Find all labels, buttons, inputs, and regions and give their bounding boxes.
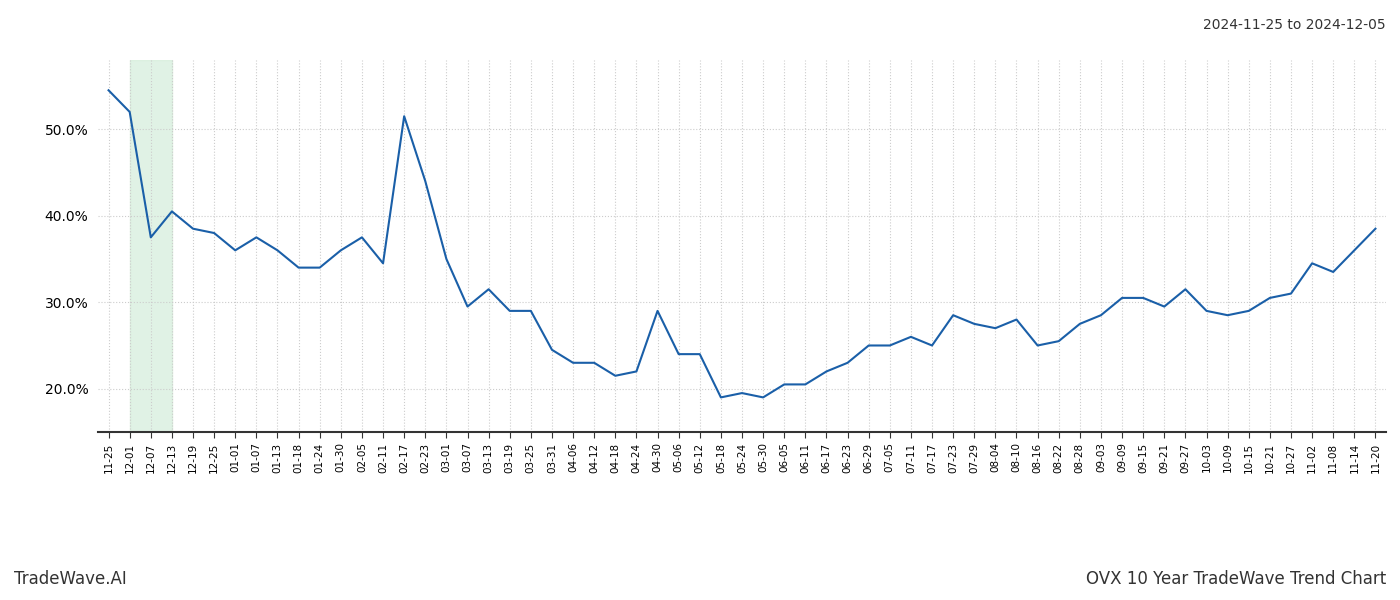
- Text: 2024-11-25 to 2024-12-05: 2024-11-25 to 2024-12-05: [1204, 18, 1386, 32]
- Bar: [130, 60, 172, 432]
- Text: TradeWave.AI: TradeWave.AI: [14, 570, 127, 588]
- Text: OVX 10 Year TradeWave Trend Chart: OVX 10 Year TradeWave Trend Chart: [1086, 570, 1386, 588]
